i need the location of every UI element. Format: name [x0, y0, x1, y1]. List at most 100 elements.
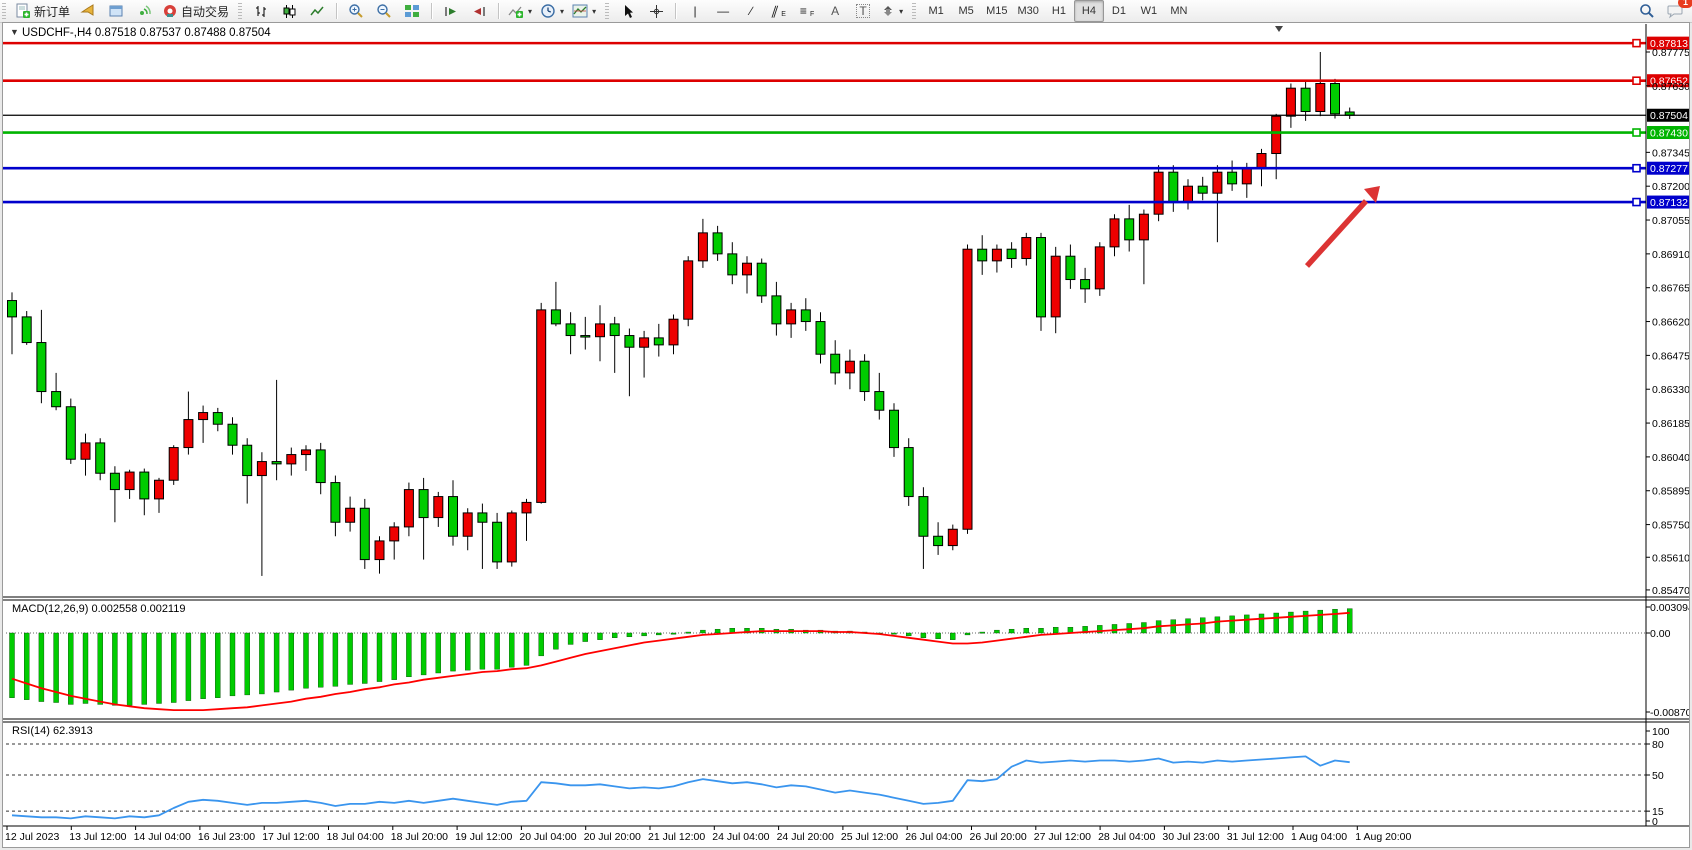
cursor-tool-button[interactable] — [614, 0, 642, 22]
price-line-handle[interactable] — [1632, 197, 1641, 207]
search-button[interactable] — [1633, 0, 1661, 22]
candle-body — [65, 406, 76, 460]
macd-hist-bar — [332, 632, 339, 687]
candle-body — [903, 447, 914, 498]
price-line-handle[interactable] — [1632, 163, 1641, 173]
candle-body — [624, 335, 635, 348]
price-line-handle[interactable] — [1632, 128, 1641, 137]
symbol-title: USDCHF-,H4 0.87518 0.87537 0.87488 0.875… — [22, 27, 271, 39]
candle-body — [139, 471, 150, 500]
crosshair-tool-button[interactable] — [642, 0, 670, 22]
price-line-handle[interactable] — [1632, 76, 1641, 86]
toolbar-grip[interactable] — [605, 3, 610, 19]
macd-hist-bar — [1258, 613, 1265, 634]
price-line-handle[interactable] — [1632, 38, 1641, 48]
arrows-caret: ▾ — [899, 6, 904, 16]
arrows-tool[interactable]: ▾ — [877, 0, 907, 22]
chart-shift-button[interactable] — [465, 0, 493, 22]
candle-body — [889, 409, 899, 449]
zoom-in-button[interactable] — [342, 0, 370, 22]
candle-chart-button[interactable] — [275, 0, 303, 22]
timeframe-mn-button[interactable]: MN — [1170, 5, 1188, 17]
signal-button[interactable] — [130, 0, 158, 22]
new-order-button[interactable]: 新订单 — [11, 0, 74, 22]
symbol-collapse-marker[interactable]: ▼ — [10, 27, 19, 37]
text-label-tool[interactable]: T — [849, 0, 877, 22]
horn-button[interactable] — [74, 0, 102, 22]
candle-body — [639, 337, 650, 348]
time-tick-label: 26 Jul 04:00 — [905, 831, 962, 843]
zoom-out-button[interactable] — [370, 0, 398, 22]
chart-shift-marker[interactable] — [1275, 26, 1283, 32]
price-badge-label: 0.87813 — [1650, 38, 1688, 50]
timeframe-m1-button[interactable]: M1 — [928, 5, 944, 17]
toolbar-grip[interactable] — [2, 3, 6, 19]
timeframe-h1-button[interactable]: H1 — [1051, 5, 1066, 17]
price-badge — [1647, 126, 1692, 140]
periods-button[interactable]: ▾ — [536, 0, 568, 22]
macd-hist-bar — [582, 632, 588, 642]
rsi-scale-label: 0 — [1652, 816, 1658, 828]
trend-arrow-object[interactable] — [1304, 186, 1380, 268]
macd-hist-bar — [1082, 626, 1088, 634]
candle-body — [1168, 171, 1179, 204]
timeframe-m5-button[interactable]: M5 — [958, 5, 974, 17]
crosshair-icon — [649, 4, 663, 18]
periods-caret: ▾ — [560, 6, 565, 16]
channel-tool[interactable]: ∥ E — [769, 4, 786, 18]
macd-hist-bar — [1008, 628, 1015, 634]
templates-button[interactable]: ▾ — [568, 0, 600, 22]
channel-icon: ∥ — [769, 4, 781, 18]
price-tick-label: 0.87200 — [1652, 181, 1690, 193]
toolbar-grip[interactable] — [912, 3, 917, 19]
fibonacci-tool[interactable]: ≡ F — [799, 4, 815, 18]
macd-hist-bar — [1332, 608, 1338, 634]
auto-scroll-icon — [445, 6, 457, 16]
timeframe-h4-button[interactable]: H4 — [1073, 0, 1104, 22]
bar-chart-button[interactable] — [247, 0, 275, 22]
candle-body — [1197, 185, 1208, 194]
market-watch-button[interactable] — [102, 0, 130, 22]
price-tick-label: 0.87055 — [1652, 215, 1690, 227]
text-tool[interactable]: A — [821, 0, 849, 22]
autotrading-button[interactable]: 自动交易 — [158, 0, 233, 22]
time-tick-label: 27 Jul 12:00 — [1034, 831, 1091, 843]
timeframe-d1-button[interactable]: D1 — [1111, 5, 1126, 17]
chat-button[interactable]: 1 — [1661, 0, 1692, 22]
timeframe-m15-button[interactable]: M15 — [986, 5, 1008, 17]
macd-hist-bar — [714, 628, 721, 634]
indicators-caret: ▾ — [528, 6, 533, 16]
macd-hist-bar — [523, 632, 530, 666]
price-axis[interactable]: 0.87775 0.87630 0.87345 0.87200 0.87055 0.869… — [1646, 47, 1692, 828]
candle-body — [668, 318, 679, 346]
timeframe-m30-button[interactable]: M30 — [1017, 5, 1039, 17]
time-tick-label: 31 Jul 12:00 — [1227, 831, 1284, 843]
candle-body — [1330, 83, 1340, 115]
candle-body — [359, 507, 370, 561]
trendline-tool[interactable]: ∕ — [737, 0, 765, 22]
macd-hist-bar — [700, 629, 706, 634]
vertical-line-tool[interactable]: | — [681, 0, 709, 22]
candle-body — [1021, 237, 1032, 260]
macd-hist-bar — [1199, 617, 1206, 634]
candle-body — [418, 489, 429, 519]
macd-hist-bar — [273, 632, 280, 693]
macd-hist-bar — [318, 632, 324, 688]
candle-body — [1271, 115, 1282, 155]
time-tick-label: 19 Jul 12:00 — [455, 831, 512, 843]
price-badge-label: 0.87504 — [1650, 110, 1688, 122]
price-chart[interactable]: 0.87813 0.87652 0.87504 0.87430 0.87277 0.871… — [2, 22, 1692, 848]
candle-body — [962, 248, 973, 530]
indicators-button[interactable]: ▾ — [504, 0, 536, 22]
price-tick-label: 0.86620 — [1652, 317, 1690, 329]
horizontal-line-tool[interactable]: — — [709, 0, 737, 22]
candle-body — [874, 391, 885, 411]
line-chart-button[interactable] — [303, 0, 331, 22]
price-badge-label: 0.87132 — [1650, 197, 1688, 209]
time-axis[interactable]: 12 Jul 2023 13 Jul 12:00 14 Jul 04:00 16 Ju… — [5, 826, 1412, 843]
toolbar-grip[interactable] — [238, 3, 243, 19]
auto-scroll-button[interactable] — [437, 0, 465, 22]
candle-body — [609, 323, 620, 337]
timeframe-w1-button[interactable]: W1 — [1140, 5, 1158, 17]
tile-windows-button[interactable] — [398, 0, 426, 22]
